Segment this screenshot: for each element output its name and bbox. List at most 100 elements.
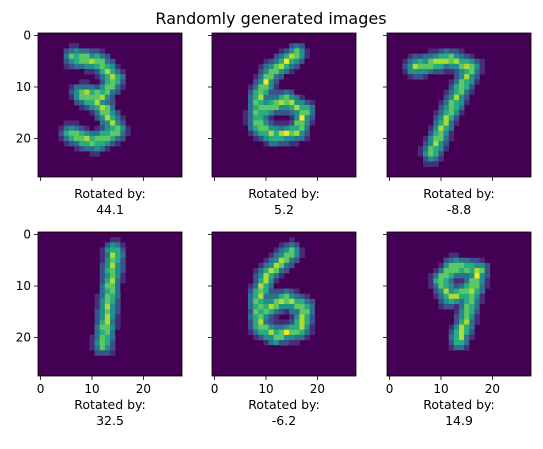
- image-pixel: [268, 278, 275, 284]
- image-pixel: [433, 146, 439, 152]
- image-pixel: [484, 273, 491, 279]
- image-pixel: [438, 115, 444, 121]
- image-pixel: [120, 79, 126, 85]
- image-pixel: [74, 43, 80, 49]
- image-pixel: [258, 99, 264, 106]
- y-tick-label: 0: [23, 29, 31, 43]
- image-pixel: [299, 48, 305, 54]
- image-pixel: [104, 110, 111, 116]
- image-pixel: [273, 79, 280, 85]
- image-pixel: [294, 120, 300, 126]
- image-pixel: [115, 120, 121, 126]
- image-pixel: [443, 115, 450, 121]
- image-pixel: [453, 115, 460, 121]
- image-pixel: [474, 53, 480, 60]
- image-pixel: [289, 69, 295, 75]
- panel-caption-label: Rotated by:: [248, 186, 319, 201]
- image-pixel: [459, 48, 465, 54]
- image-pixel: [89, 345, 95, 351]
- image-pixel: [278, 334, 285, 341]
- image-pixel: [299, 242, 305, 248]
- image-pixel: [263, 298, 269, 305]
- image-pixel: [120, 115, 126, 121]
- image-pixel: [304, 135, 311, 142]
- image-pixel: [294, 94, 300, 101]
- image-pixel: [438, 278, 444, 284]
- image-pixel: [273, 58, 280, 65]
- image-pixel: [104, 141, 111, 147]
- image-pixel: [258, 69, 264, 75]
- image-pixel: [448, 252, 455, 259]
- image-pixel: [68, 53, 75, 60]
- image-pixel: [273, 288, 280, 295]
- image-pixel: [253, 105, 259, 111]
- image-pixel: [99, 293, 106, 300]
- image-pixel: [474, 319, 480, 325]
- image-pixel: [120, 247, 126, 253]
- image-pixel: [479, 278, 486, 284]
- image-pixel: [99, 345, 106, 351]
- image-pixel: [459, 105, 465, 111]
- image-pixel: [263, 125, 269, 132]
- image-pixel: [115, 74, 121, 80]
- image-pixel: [284, 242, 290, 248]
- image-pixel: [273, 314, 280, 320]
- image-pixel: [99, 115, 106, 121]
- image-pixel: [479, 304, 486, 310]
- image-pixel: [433, 288, 439, 295]
- x-tick-label: 0: [37, 382, 45, 396]
- image-pixel: [89, 151, 95, 157]
- image-pixel: [258, 319, 264, 325]
- image-pixel: [453, 69, 460, 75]
- image-pixel: [448, 288, 455, 295]
- image-pixel: [294, 43, 300, 49]
- image-pixel: [115, 304, 121, 310]
- image-pixel: [438, 262, 444, 269]
- image-pixel: [253, 125, 259, 132]
- image-pixel: [104, 283, 111, 289]
- image-pixel: [68, 125, 75, 132]
- image-pixel: [253, 84, 259, 90]
- image-pixel: [273, 89, 280, 96]
- image-pixel: [433, 110, 439, 116]
- image-pixel: [417, 151, 424, 157]
- image-pixel: [448, 345, 455, 351]
- image-pixel: [479, 283, 486, 289]
- image-pixel: [448, 324, 455, 331]
- image-pixel: [115, 293, 121, 300]
- image-pixel: [104, 340, 111, 346]
- image-pixel: [464, 99, 470, 106]
- image-pixel: [263, 74, 269, 80]
- image-pixel: [84, 125, 90, 132]
- image-pixel: [438, 146, 444, 152]
- image-pixel: [273, 125, 280, 132]
- image-pixel: [304, 304, 311, 310]
- image-pixel: [314, 309, 321, 315]
- image-pixel: [94, 293, 101, 300]
- x-tick-label: 0: [386, 382, 394, 396]
- image-pixel: [273, 252, 280, 259]
- image-pixel: [115, 278, 121, 284]
- image-pixel: [263, 84, 269, 90]
- panel-frame: [386, 231, 532, 377]
- image-pixel: [258, 63, 264, 70]
- image-pixel: [309, 304, 316, 310]
- image-pixel: [94, 141, 101, 147]
- image-pixel: [443, 283, 450, 289]
- image-pixel: [273, 324, 280, 331]
- image-pixel: [474, 304, 480, 310]
- image-pixel: [448, 257, 455, 264]
- image-pixel: [438, 130, 444, 137]
- image-pixel: [433, 141, 439, 147]
- image-pixel: [253, 278, 259, 284]
- image-pixel: [309, 319, 316, 325]
- image-pixel: [84, 84, 90, 90]
- image-pixel: [289, 319, 295, 325]
- image-pixel: [99, 94, 106, 101]
- image-pixel: [115, 79, 121, 85]
- image-pixel: [464, 58, 470, 65]
- image-pixel: [464, 324, 470, 331]
- image-pixel: [258, 94, 264, 101]
- image-pixel: [273, 94, 280, 101]
